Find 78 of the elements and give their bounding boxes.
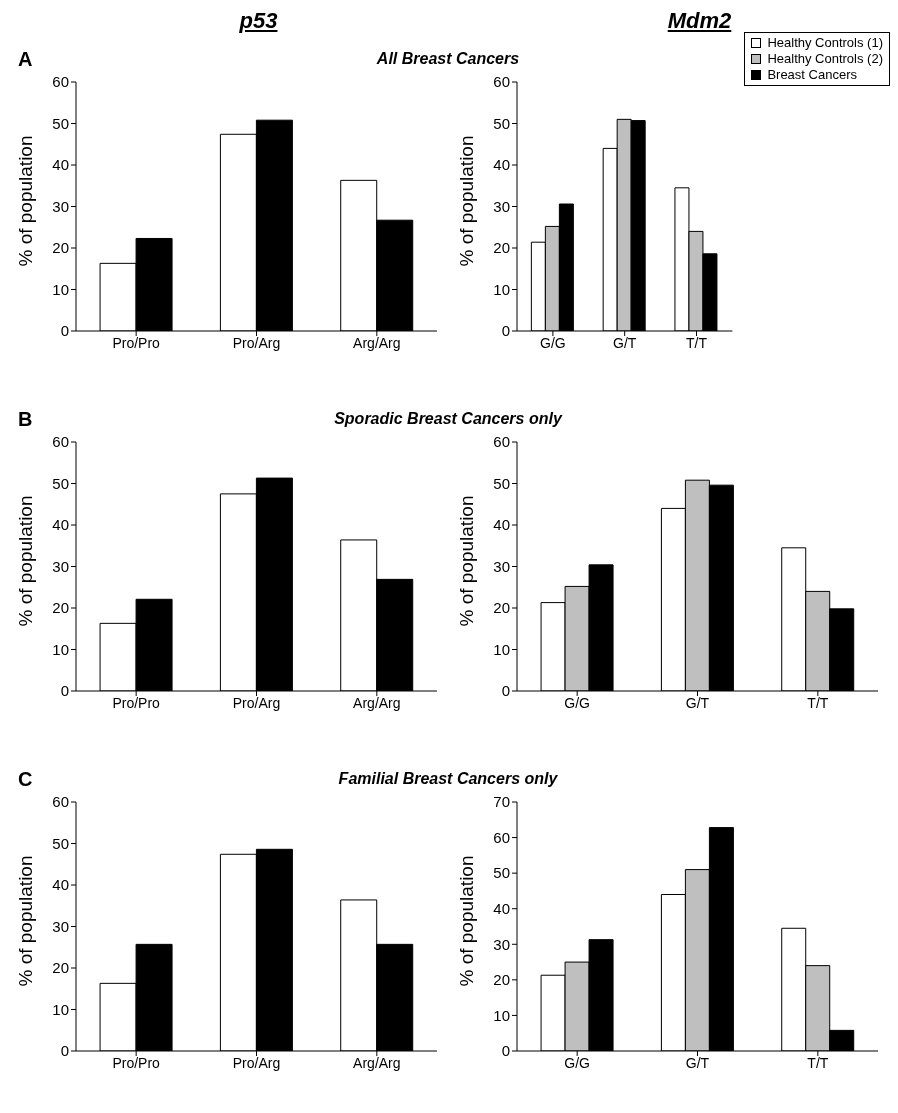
y-tick-label: 40 (493, 516, 510, 534)
y-tick-label: 0 (501, 682, 510, 700)
y-tick-label: 60 (52, 73, 69, 91)
y-tick-label: 0 (60, 1042, 69, 1060)
y-tick-label: 20 (493, 599, 510, 617)
y-tick-label: 10 (52, 1000, 69, 1018)
x-tick-label: G/T (613, 334, 637, 351)
y-axis-title: % of population (455, 855, 477, 987)
y-tick-label: 40 (52, 516, 69, 534)
text: Sporadic Breast Cancers only (333, 410, 564, 428)
legend-label: Breast Cancers (767, 67, 857, 83)
y-tick-label: 50 (493, 114, 510, 132)
x-tick-label: T/T (807, 1054, 829, 1071)
y-tick-label: 20 (493, 971, 510, 989)
chart-title: p53 (238, 8, 279, 34)
x-tick-label: G/T (685, 694, 710, 711)
text: All Breast Cancers (375, 50, 521, 68)
y-tick-label: 20 (52, 599, 69, 617)
legend-label: Healthy Controls (1) (767, 35, 883, 51)
y-tick-label: 30 (493, 935, 510, 953)
x-tick-label: Pro/Pro (112, 334, 161, 351)
y-tick-label: 60 (493, 828, 510, 846)
y-tick-label: 10 (493, 280, 510, 298)
y-tick-label: 50 (52, 114, 69, 132)
y-tick-label: 50 (493, 864, 510, 882)
y-axis-title: % of population (455, 135, 477, 267)
x-tick-label: T/T (685, 334, 708, 351)
x-tick-label: Pro/Arg (232, 334, 281, 351)
y-tick-label: 30 (52, 917, 69, 935)
x-tick-label: G/T (685, 1054, 710, 1071)
y-tick-label: 0 (501, 322, 510, 340)
y-axis-title: % of population (14, 855, 36, 987)
y-tick-label: 10 (493, 640, 510, 658)
x-tick-label: T/T (807, 694, 829, 711)
y-tick-label: 10 (493, 1006, 510, 1024)
y-tick-label: 0 (501, 1042, 510, 1060)
y-tick-label: 20 (52, 239, 69, 257)
y-tick-label: 30 (52, 197, 69, 215)
y-tick-label: 50 (493, 474, 510, 492)
x-tick-label: Arg/Arg (353, 694, 401, 711)
y-tick-label: 30 (493, 197, 510, 215)
chart-title: Mdm2 (666, 8, 733, 34)
legend-label: Healthy Controls (2) (767, 51, 883, 67)
y-axis-title: % of population (14, 495, 36, 627)
x-tick-label: Pro/Pro (112, 1054, 161, 1071)
text: C (18, 768, 33, 791)
x-tick-label: Arg/Arg (353, 334, 401, 351)
y-tick-label: 40 (52, 156, 69, 174)
y-tick-label: 50 (52, 474, 69, 492)
y-tick-label: 40 (493, 156, 510, 174)
text: B (18, 408, 33, 431)
y-tick-label: 40 (52, 876, 69, 894)
text: Familial Breast Cancers only (337, 770, 559, 788)
x-tick-label: Pro/Pro (112, 694, 161, 711)
y-axis-title: % of population (455, 495, 477, 627)
y-tick-label: 20 (493, 239, 510, 257)
y-tick-label: 0 (60, 682, 69, 700)
y-tick-label: 40 (493, 900, 510, 918)
y-tick-label: 50 (52, 834, 69, 852)
y-tick-label: 60 (493, 433, 510, 451)
y-tick-label: 30 (493, 557, 510, 575)
x-tick-label: Arg/Arg (353, 1054, 401, 1071)
x-tick-label: G/G (540, 334, 566, 351)
text: A (18, 48, 33, 71)
y-tick-label: 10 (52, 640, 69, 658)
x-tick-label: Pro/Arg (232, 1054, 281, 1071)
x-tick-label: G/G (564, 1054, 590, 1071)
y-tick-label: 20 (52, 959, 69, 977)
y-tick-label: 70 (493, 793, 510, 811)
y-axis-title: % of population (14, 135, 36, 267)
y-tick-label: 60 (52, 433, 69, 451)
y-tick-label: 0 (60, 322, 69, 340)
y-tick-label: 60 (52, 793, 69, 811)
y-tick-label: 60 (493, 73, 510, 91)
x-tick-label: Pro/Arg (232, 694, 281, 711)
y-tick-label: 30 (52, 557, 69, 575)
x-tick-label: G/G (564, 694, 590, 711)
y-tick-label: 10 (52, 280, 69, 298)
